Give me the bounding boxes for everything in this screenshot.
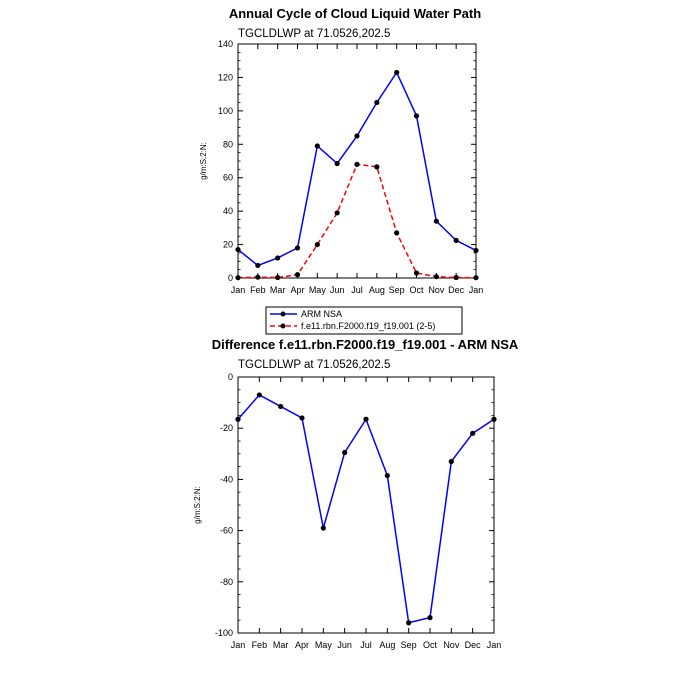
series-line-0	[237, 393, 495, 624]
y-tick-label: 60	[223, 173, 233, 183]
y-tick-label: -60	[220, 526, 233, 536]
y-tick-label: 120	[218, 72, 233, 82]
series-0-point	[470, 430, 476, 436]
x-tick-label: Jun	[330, 285, 345, 295]
chart2-plot: Jan Feb Mar Apr May Jun Jul Aug Sep Oct Nov Dec Jan 0…	[215, 372, 501, 650]
series-line-0	[237, 70, 477, 267]
chart1-plot: Jan Feb Mar Apr May Jun Jul Aug Sep Oct Nov Dec Jan 0…	[218, 39, 483, 295]
series-0-point	[235, 416, 241, 422]
x-tick-label: May	[309, 285, 327, 295]
series-0-point	[334, 160, 340, 167]
series-0-point	[406, 620, 412, 626]
series-0-point	[314, 143, 320, 149]
series-0-point	[394, 69, 400, 76]
series-0-point	[299, 415, 305, 421]
series-1-point	[413, 270, 420, 276]
chart2-ylabel: g/m:S:2:N:	[193, 486, 202, 524]
series-0-point	[235, 246, 241, 253]
x-tick-label: Jun	[337, 640, 352, 650]
y-tick-label: 0	[228, 372, 233, 382]
legend-marker-arm	[280, 311, 286, 317]
series-0-point	[354, 133, 360, 139]
series-1-point	[314, 241, 320, 248]
legend-label-model: f.e11.rbn.F2000.f19_f19.001 (2-5)	[301, 321, 435, 331]
chart1-legend: ARM NSA f.e11.rbn.F2000.f19_f19.001 (2-5…	[265, 306, 463, 335]
x-tick-label: Oct	[409, 285, 424, 295]
series-0-point	[433, 218, 439, 224]
x-tick-label: Aug	[379, 640, 395, 650]
chart1-title: Annual Cycle of Cloud Liquid Water Path	[229, 6, 481, 21]
series-0-point	[363, 416, 369, 422]
legend-label-arm: ARM NSA	[301, 309, 342, 319]
x-tick-label: Jan	[487, 640, 502, 650]
y-tick-label: 40	[223, 206, 233, 216]
y-tick-label: 100	[218, 106, 233, 116]
x-tick-label: Jan	[231, 285, 246, 295]
x-tick-label: Jan	[231, 640, 246, 650]
series-0-point	[473, 247, 479, 254]
series-0-point	[294, 245, 301, 251]
x-tick-label: Jan	[469, 285, 484, 295]
series-1-point	[394, 230, 400, 236]
x-tick-label: Mar	[270, 285, 286, 295]
x-tick-label: Dec	[465, 640, 482, 650]
series-0-point	[491, 416, 497, 422]
plot-frame	[237, 43, 477, 279]
series-0-point	[427, 615, 433, 621]
chart2-subtitle: TGCLDLWP at 71.0526,202.5	[238, 359, 390, 371]
legend-box	[265, 306, 463, 335]
x-tick-label: May	[315, 640, 333, 650]
x-tick-label: Feb	[250, 285, 266, 295]
plot-frame	[237, 376, 495, 634]
series-1-point	[294, 272, 301, 278]
x-tick-label: Apr	[290, 285, 304, 295]
series-line-1	[237, 163, 477, 279]
x-tick-label: Jul	[351, 285, 363, 295]
series-0-point	[342, 449, 348, 456]
x-tick-label: Sep	[389, 285, 405, 295]
x-tick-label: Nov	[443, 640, 460, 650]
x-tick-label: Feb	[252, 640, 268, 650]
series-1-point	[275, 274, 281, 281]
series-0-point	[453, 237, 459, 243]
y-tick-label: 140	[218, 39, 233, 49]
series-0-point	[413, 113, 420, 119]
y-tick-label: -40	[220, 474, 233, 484]
chart2-title: Difference f.e11.rbn.F2000.f19_f19.001 -…	[212, 337, 519, 352]
legend-marker-model	[280, 323, 286, 329]
series-1-point	[334, 210, 340, 216]
series-1-point	[374, 164, 380, 170]
series-1-point	[235, 275, 241, 281]
series-0-point	[320, 525, 326, 531]
y-tick-label: -100	[215, 628, 233, 638]
series-1-point	[473, 275, 479, 281]
x-tick-label: Dec	[448, 285, 465, 295]
y-tick-label: 80	[223, 139, 233, 149]
x-tick-label: Aug	[369, 285, 385, 295]
y-tick-label: -20	[220, 423, 233, 433]
y-tick-label: -80	[220, 577, 233, 587]
series-0-point	[278, 403, 284, 410]
series-1-point	[255, 274, 261, 280]
x-tick-label: Oct	[423, 640, 438, 650]
x-tick-label: Apr	[295, 640, 309, 650]
series-0-point	[275, 255, 281, 261]
series-0-point	[448, 458, 454, 465]
series-1-point	[453, 274, 459, 281]
series-0-point	[374, 99, 380, 106]
chart1-ylabel: g/m:S:2:N:	[199, 142, 208, 180]
x-tick-label: Nov	[428, 285, 445, 295]
series-0-point	[255, 262, 261, 269]
series-1-point	[354, 161, 360, 167]
series-0-point	[256, 392, 262, 398]
x-tick-label: Mar	[273, 640, 289, 650]
y-tick-label: 0	[228, 273, 233, 283]
series-1-point	[433, 274, 439, 280]
x-tick-label: Jul	[360, 640, 372, 650]
series-0-point	[384, 472, 390, 479]
chart1-subtitle: TGCLDLWP at 71.0526,202.5	[238, 28, 390, 40]
x-tick-label: Sep	[401, 640, 417, 650]
y-tick-label: 20	[223, 240, 233, 250]
